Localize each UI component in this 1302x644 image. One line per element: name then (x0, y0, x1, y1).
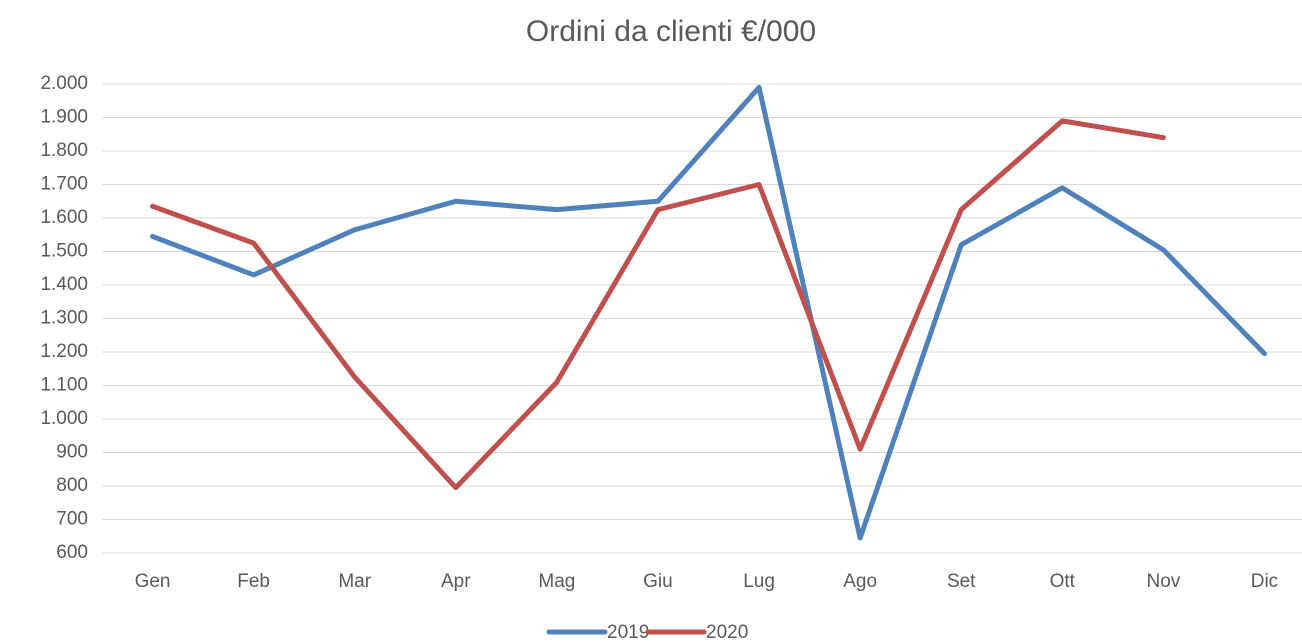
x-tick-label: Gen (135, 571, 171, 592)
x-tick-label: Lug (743, 571, 775, 592)
x-tick-label: Dic (1251, 571, 1278, 592)
x-tick-label: Mar (338, 571, 371, 592)
y-tick-label: 1.600 (40, 207, 88, 228)
y-tick-label: 1.400 (40, 274, 88, 295)
x-tick-label: Ago (843, 571, 877, 592)
y-tick-label: 1.000 (40, 408, 88, 429)
legend-label: 2019 (607, 622, 649, 643)
y-tick-label: 900 (56, 442, 88, 463)
y-tick-label: 1.900 (40, 107, 88, 128)
x-tick-label: Nov (1146, 571, 1180, 592)
x-tick-label: Feb (237, 571, 270, 592)
y-tick-label: 1.700 (40, 174, 88, 195)
x-tick-label: Apr (441, 571, 471, 592)
line-series (150, 118, 1166, 491)
x-tick-label: Giu (643, 571, 673, 592)
y-tick-label: 2.000 (40, 73, 88, 94)
y-tick-label: 1.500 (40, 241, 88, 262)
x-tick-label: Set (947, 571, 976, 592)
y-tick-label: 1.100 (40, 375, 88, 396)
x-tick-label: Mag (538, 571, 575, 592)
y-tick-label: 1.200 (40, 341, 88, 362)
y-tick-label: 700 (56, 509, 88, 530)
y-tick-label: 1.300 (40, 308, 88, 329)
y-tick-label: 800 (56, 475, 88, 496)
y-tick-label: 1.800 (40, 140, 88, 161)
y-tick-label: 600 (56, 542, 88, 563)
x-tick-label: Ott (1050, 571, 1076, 592)
legend-label: 2020 (706, 622, 748, 643)
chart-title: Ordini da clienti €/000 (526, 15, 816, 48)
line-series (150, 84, 1267, 541)
